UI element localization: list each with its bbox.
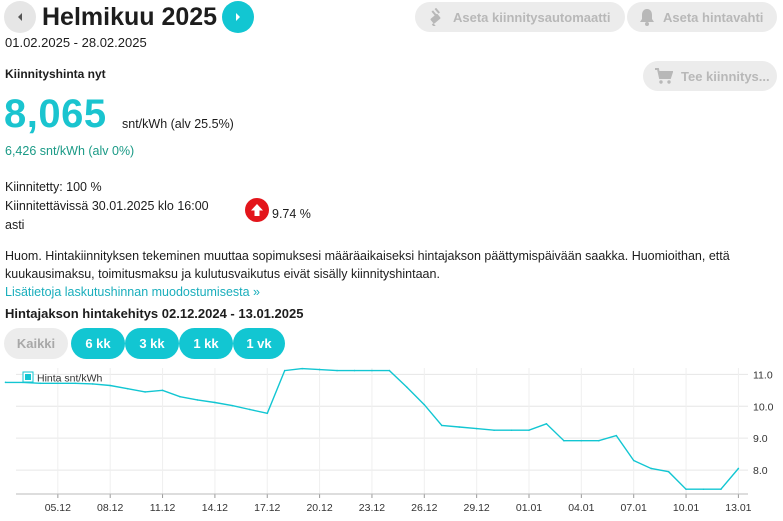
fixed-percentage: Kiinnitetty: 100 % bbox=[5, 180, 102, 194]
y-tick-label: 11.0 bbox=[753, 369, 773, 381]
price-data-point bbox=[388, 369, 391, 372]
arrow-up-icon bbox=[251, 204, 263, 216]
y-tick-label: 8.0 bbox=[753, 465, 768, 477]
price-data-point bbox=[179, 395, 181, 398]
current-price-value: 8,065 bbox=[4, 92, 107, 136]
price-data-point bbox=[249, 408, 251, 411]
date-range: 01.02.2025 - 28.02.2025 bbox=[5, 35, 147, 50]
price-without-vat: 6,426 snt/kWh (alv 0%) bbox=[5, 144, 135, 158]
price-history-chart: 11.0 10.0 9.0 8.0 05.12 08.12 11.12 14.12 17.12 2… bbox=[4, 367, 774, 514]
x-tick-label: 29.12 bbox=[464, 502, 490, 514]
set-automation-button[interactable]: Aseta kiinnitysautomaatti bbox=[415, 2, 625, 32]
price-data-point bbox=[545, 423, 548, 425]
y-tick-label: 10.0 bbox=[753, 401, 774, 413]
x-tick-label: 05.12 bbox=[45, 502, 71, 514]
billing-info-link[interactable]: Lisätietoja laskutushinnan muodostumises… bbox=[5, 285, 261, 299]
price-data-point bbox=[667, 470, 670, 473]
fixable-until-suffix: asti bbox=[5, 218, 25, 232]
price-change-badge bbox=[245, 198, 269, 222]
price-data-point bbox=[632, 459, 635, 462]
legend-swatch bbox=[25, 374, 31, 380]
price-data-point bbox=[475, 427, 478, 430]
price-data-point bbox=[161, 389, 164, 392]
cart-icon bbox=[655, 68, 673, 84]
x-tick-label: 23.12 bbox=[359, 502, 385, 514]
range-all-button[interactable]: Kaikki bbox=[4, 328, 68, 359]
price-data-point bbox=[615, 434, 618, 437]
price-data-point bbox=[510, 429, 513, 432]
price-data-point bbox=[144, 391, 146, 393]
price-data-point bbox=[528, 429, 530, 432]
price-data-point bbox=[580, 439, 583, 442]
price-data-point bbox=[214, 401, 216, 404]
x-tick-label: 04.01 bbox=[568, 502, 594, 514]
current-price-unit: snt/kWh (alv 25.5%) bbox=[122, 117, 234, 131]
price-change-value: 9.74 % bbox=[272, 207, 311, 221]
price-data-point bbox=[458, 426, 461, 428]
y-tick-label: 9.0 bbox=[753, 433, 768, 445]
x-tick-label: 08.12 bbox=[97, 502, 123, 514]
price-data-point bbox=[563, 439, 565, 442]
price-data-point bbox=[423, 403, 426, 406]
price-data-point bbox=[39, 382, 42, 385]
make-fixing-label: Tee kiinnitys... bbox=[681, 68, 770, 84]
x-tick-label: 13.01 bbox=[725, 502, 751, 514]
range-1m-button[interactable]: 1 kk bbox=[179, 328, 233, 359]
set-price-alert-label: Aseta hintavahti bbox=[663, 9, 764, 25]
x-tick-label: 11.12 bbox=[150, 502, 176, 514]
price-data-point bbox=[650, 467, 652, 470]
fixing-notice: Huom. Hintakiinnityksen tekeminen muutta… bbox=[5, 249, 730, 281]
price-data-point bbox=[266, 412, 269, 415]
x-tick-label: 07.01 bbox=[621, 502, 647, 514]
price-data-point bbox=[336, 369, 338, 372]
legend-label: Hinta snt/kWh bbox=[37, 373, 103, 385]
chevron-right-icon bbox=[236, 13, 240, 21]
price-data-point bbox=[318, 368, 321, 371]
fixable-until: Kiinnitettävissä 30.01.2025 klo 16:00 bbox=[5, 199, 209, 213]
chevron-left-icon bbox=[18, 13, 22, 21]
x-tick-label: 26.12 bbox=[411, 502, 437, 514]
price-data-point bbox=[702, 488, 705, 491]
chart-title: Hintajakson hintakehitys 02.12.2024 - 13… bbox=[5, 306, 304, 321]
price-data-point bbox=[371, 369, 373, 372]
price-data-point bbox=[4, 381, 7, 384]
next-month-button[interactable] bbox=[222, 1, 254, 33]
price-data-point bbox=[737, 467, 740, 470]
price-data-point bbox=[301, 367, 303, 370]
range-3m-button[interactable]: 3 kk bbox=[125, 328, 179, 359]
make-fixing-button[interactable]: Tee kiinnitys... bbox=[643, 61, 777, 91]
price-data-point bbox=[440, 424, 443, 427]
price-data-point bbox=[283, 369, 286, 372]
plug-icon bbox=[430, 8, 441, 26]
price-data-point bbox=[598, 439, 600, 442]
x-tick-label: 01.01 bbox=[516, 502, 542, 514]
previous-month-button[interactable] bbox=[4, 1, 36, 33]
price-data-point bbox=[91, 383, 94, 385]
x-tick-label: 10.01 bbox=[673, 502, 699, 514]
price-data-point bbox=[74, 382, 77, 385]
page-title: Helmikuu 2025 bbox=[42, 3, 218, 31]
bell-icon bbox=[640, 9, 654, 26]
set-price-alert-button[interactable]: Aseta hintavahti bbox=[627, 2, 777, 32]
price-data-point bbox=[685, 488, 687, 491]
x-tick-label: 20.12 bbox=[306, 502, 332, 514]
price-data-point bbox=[231, 404, 234, 407]
price-data-point bbox=[720, 488, 722, 491]
x-tick-label: 14.12 bbox=[202, 502, 228, 514]
price-data-point bbox=[109, 384, 111, 387]
price-data-point bbox=[57, 382, 59, 385]
price-data-point bbox=[406, 386, 408, 388]
range-6m-button[interactable]: 6 kk bbox=[71, 328, 125, 359]
price-data-point bbox=[353, 369, 356, 372]
price-data-point bbox=[196, 399, 199, 401]
set-automation-label: Aseta kiinnitysautomaatti bbox=[453, 9, 611, 25]
price-data-point bbox=[493, 429, 495, 432]
current-price-heading: Kiinnityshinta nyt bbox=[5, 67, 106, 81]
price-data-point bbox=[126, 387, 129, 390]
x-tick-label: 17.12 bbox=[254, 502, 280, 514]
range-1w-button[interactable]: 1 vk bbox=[233, 328, 285, 359]
